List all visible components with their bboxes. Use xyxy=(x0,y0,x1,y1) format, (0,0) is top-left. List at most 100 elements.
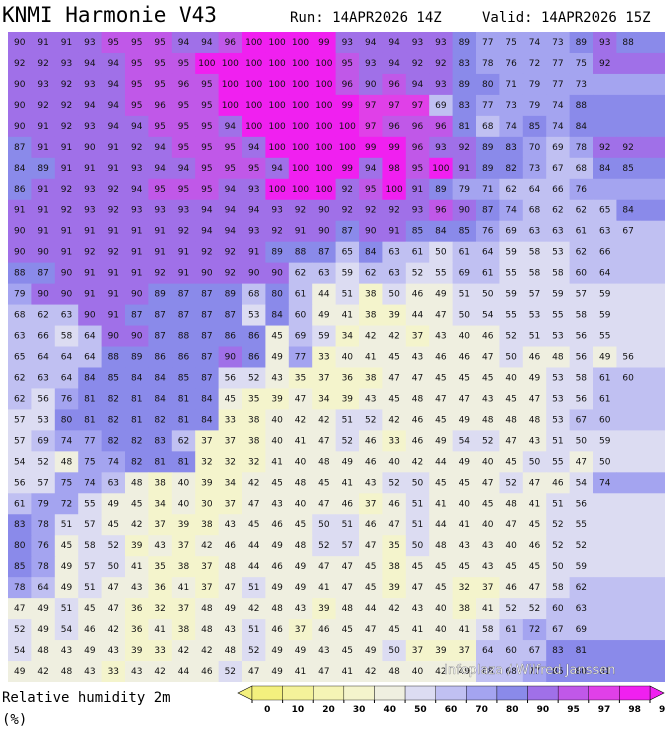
humidity-cell xyxy=(499,262,524,285)
humidity-value: 81 xyxy=(178,457,189,467)
humidity-cell xyxy=(8,409,32,431)
humidity-cell xyxy=(452,451,477,473)
humidity-cell xyxy=(195,535,220,557)
humidity-value: 56 xyxy=(576,353,588,363)
humidity-value: 92 xyxy=(435,59,446,69)
humidity-cell xyxy=(171,388,196,410)
humidity-cell xyxy=(171,493,196,515)
humidity-cell xyxy=(8,325,32,348)
humidity-value: 73 xyxy=(529,164,540,174)
humidity-cell xyxy=(125,220,149,243)
humidity-value: 95 xyxy=(154,38,165,48)
humidity-cell xyxy=(101,262,126,285)
humidity-value: 32 xyxy=(248,457,259,467)
humidity-value: 96 xyxy=(225,38,237,48)
humidity-value: 44 xyxy=(248,562,260,572)
humidity-cell-edge xyxy=(616,451,665,473)
humidity-value: 84 xyxy=(435,227,447,237)
humidity-value: 37 xyxy=(154,520,165,530)
humidity-value: 87 xyxy=(178,311,189,321)
humidity-value: 40 xyxy=(342,353,354,363)
humidity-cell xyxy=(54,493,79,515)
humidity-cell xyxy=(195,304,220,327)
humidity-cell xyxy=(265,451,290,473)
humidity-cell xyxy=(101,514,126,536)
humidity-value: 66 xyxy=(552,185,564,195)
humidity-cell xyxy=(195,451,220,473)
humidity-cell xyxy=(265,493,290,515)
humidity-value: 96 xyxy=(388,80,400,90)
humidity-value: 85 xyxy=(529,122,540,132)
legend-tick-label: 10 xyxy=(292,705,305,715)
humidity-cell xyxy=(218,556,243,578)
humidity-value: 43 xyxy=(412,604,423,614)
humidity-value: 89 xyxy=(459,38,471,48)
humidity-value: 51 xyxy=(248,625,259,635)
humidity-value: 94 xyxy=(201,227,213,237)
humidity-value: 49 xyxy=(295,646,307,656)
humidity-cell xyxy=(359,451,383,473)
humidity-cell xyxy=(335,73,360,96)
humidity-value: 74 xyxy=(552,101,564,111)
humidity-value: 63 xyxy=(599,227,610,237)
humidity-value: 100 xyxy=(292,59,309,69)
humidity-value: 82 xyxy=(154,415,165,425)
humidity-cell xyxy=(405,451,430,473)
humidity-cell xyxy=(148,220,173,243)
humidity-cell xyxy=(522,577,547,599)
humidity-cell xyxy=(171,661,196,683)
humidity-value: 46 xyxy=(412,290,424,300)
humidity-value: 37 xyxy=(178,541,189,551)
humidity-cell-edge xyxy=(593,115,665,138)
unit-label: (%) xyxy=(2,712,27,728)
humidity-cell xyxy=(312,157,337,180)
humidity-cell xyxy=(288,598,313,620)
humidity-cell xyxy=(382,577,407,599)
humidity-cell xyxy=(101,451,126,473)
humidity-value: 83 xyxy=(505,143,516,153)
humidity-cell xyxy=(288,283,313,306)
humidity-value: 100 xyxy=(292,185,309,195)
humidity-value: 47 xyxy=(318,667,329,677)
humidity-cell xyxy=(8,94,32,117)
humidity-cell xyxy=(218,32,243,54)
humidity-cell xyxy=(78,514,103,536)
humidity-value: 49 xyxy=(459,457,471,467)
humidity-cell-edge xyxy=(593,598,665,620)
humidity-value: 47 xyxy=(108,604,119,614)
humidity-value: 51 xyxy=(61,520,72,530)
humidity-cell xyxy=(499,346,524,368)
humidity-cell xyxy=(171,451,196,473)
humidity-value: 88 xyxy=(622,38,634,48)
humidity-value: 52 xyxy=(225,667,236,677)
humidity-value: 50 xyxy=(482,290,494,300)
humidity-value: 100 xyxy=(292,101,309,111)
humidity-cell xyxy=(335,32,360,54)
humidity-cell xyxy=(242,241,266,264)
humidity-cell xyxy=(312,577,337,599)
humidity-value: 84 xyxy=(131,373,143,383)
humidity-value: 53 xyxy=(552,415,563,425)
humidity-value: 95 xyxy=(178,59,189,69)
humidity-cell-edge xyxy=(593,535,665,557)
humidity-value: 95 xyxy=(201,80,212,90)
humidity-cell xyxy=(218,451,243,473)
humidity-value: 47 xyxy=(342,583,353,593)
humidity-cell xyxy=(312,136,337,159)
humidity-value: 45 xyxy=(365,583,376,593)
humidity-cell xyxy=(382,493,407,515)
humidity-value: 84 xyxy=(365,248,377,258)
humidity-value: 46 xyxy=(318,625,330,635)
humidity-cell xyxy=(171,367,196,389)
humidity-value: 90 xyxy=(108,332,120,342)
humidity-value: 41 xyxy=(154,625,165,635)
humidity-cell-edge xyxy=(616,409,665,431)
humidity-value: 92 xyxy=(342,185,353,195)
humidity-cell xyxy=(265,283,290,306)
humidity-cell xyxy=(288,52,313,75)
humidity-cell xyxy=(429,451,454,473)
humidity-cell xyxy=(265,430,290,452)
humidity-cell xyxy=(522,241,547,264)
humidity-cell xyxy=(569,367,594,389)
humidity-cell xyxy=(265,472,290,494)
